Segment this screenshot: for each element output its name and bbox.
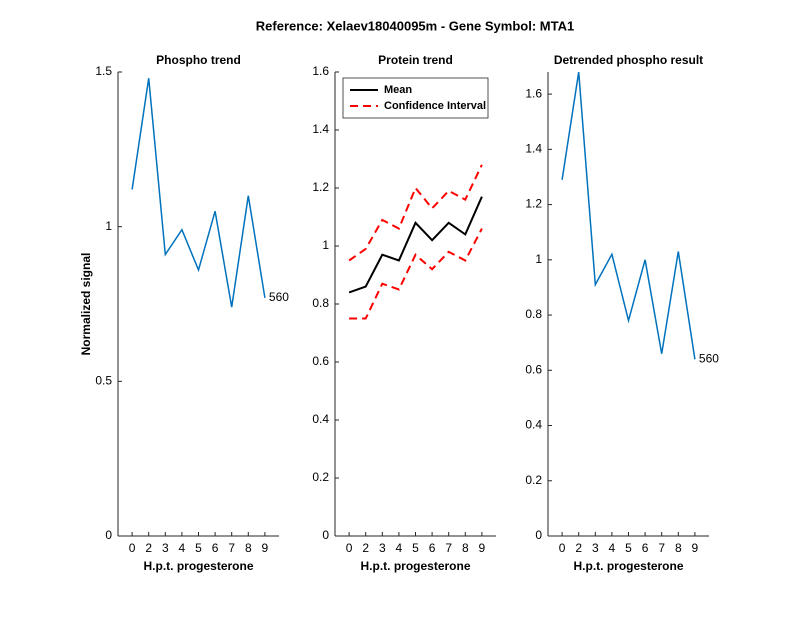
x-tick-label: 9	[479, 541, 486, 555]
y-tick-label: 0.6	[312, 354, 329, 368]
x-tick-label: 3	[162, 541, 169, 555]
legend-box	[342, 77, 489, 119]
annotation: 560	[699, 351, 719, 365]
x-tick-label: 2	[575, 541, 582, 555]
x-tick-label: 4	[179, 541, 186, 555]
y-tick-label: 1	[105, 219, 112, 233]
x-tick-label: 8	[462, 541, 469, 555]
x-tick-label: 4	[396, 541, 403, 555]
y-tick-label: 1.6	[525, 86, 542, 100]
x-tick-label: 6	[429, 541, 436, 555]
axis-title: Protein trend	[378, 53, 453, 67]
y-tick-label: 1.4	[525, 142, 542, 156]
x-tick-label: 0	[559, 541, 566, 555]
x-tick-label: 3	[592, 541, 599, 555]
y-tick-label: 1	[322, 238, 329, 252]
x-tick-label: 6	[642, 541, 649, 555]
axis-title: Detrended phospho result	[554, 53, 703, 67]
legend-label: Confidence Interval	[384, 100, 486, 112]
x-tick-label: 9	[262, 541, 269, 555]
y-tick-label: 1.4	[312, 122, 329, 136]
y-tick-label: 0.4	[525, 418, 542, 432]
x-tick-label: 9	[692, 541, 699, 555]
x-tick-label: 7	[228, 541, 235, 555]
x-tick-label: 2	[362, 541, 369, 555]
x-tick-label: 6	[212, 541, 219, 555]
x-tick-label: 0	[129, 541, 136, 555]
x-axis-label: H.p.t. progesterone	[573, 559, 683, 573]
x-tick-label: 2	[145, 541, 152, 555]
y-tick-label: 1.2	[312, 180, 329, 194]
data-line	[349, 228, 483, 320]
data-line	[561, 71, 696, 360]
y-tick-label: 0.8	[525, 307, 542, 321]
y-axis-label: Normalized signal	[79, 253, 93, 356]
x-tick-label: 8	[245, 541, 252, 555]
figure-title: Reference: Xelaev18040095m - Gene Symbol…	[256, 18, 574, 33]
data-line	[131, 78, 266, 308]
y-tick-label: 1.2	[525, 197, 542, 211]
y-tick-label: 1.6	[312, 64, 329, 78]
x-tick-label: 5	[412, 541, 419, 555]
data-line	[348, 196, 483, 294]
x-tick-label: 7	[445, 541, 452, 555]
annotation: 560	[269, 290, 289, 304]
x-axis-label: H.p.t. progesterone	[143, 559, 253, 573]
x-tick-label: 5	[625, 541, 632, 555]
y-tick-label: 0.5	[95, 374, 112, 388]
x-tick-label: 4	[609, 541, 616, 555]
y-tick-label: 1.5	[95, 64, 112, 78]
x-tick-label: 8	[675, 541, 682, 555]
y-tick-label: 0.8	[312, 296, 329, 310]
x-tick-label: 3	[379, 541, 386, 555]
y-tick-label: 0	[535, 528, 542, 542]
x-axis-label: H.p.t. progesterone	[360, 559, 470, 573]
data-line	[348, 164, 483, 262]
x-tick-label: 0	[346, 541, 353, 555]
legend-label: Mean	[384, 84, 412, 96]
y-tick-label: 0	[322, 528, 329, 542]
y-tick-label: 0.4	[312, 412, 329, 426]
axis-title: Phospho trend	[156, 53, 241, 67]
y-tick-label: 0.6	[525, 362, 542, 376]
y-tick-label: 0.2	[312, 470, 329, 484]
y-tick-label: 0	[105, 528, 112, 542]
x-tick-label: 5	[195, 541, 202, 555]
x-tick-label: 7	[658, 541, 665, 555]
y-tick-label: 0.2	[525, 473, 542, 487]
y-tick-label: 1	[535, 252, 542, 266]
